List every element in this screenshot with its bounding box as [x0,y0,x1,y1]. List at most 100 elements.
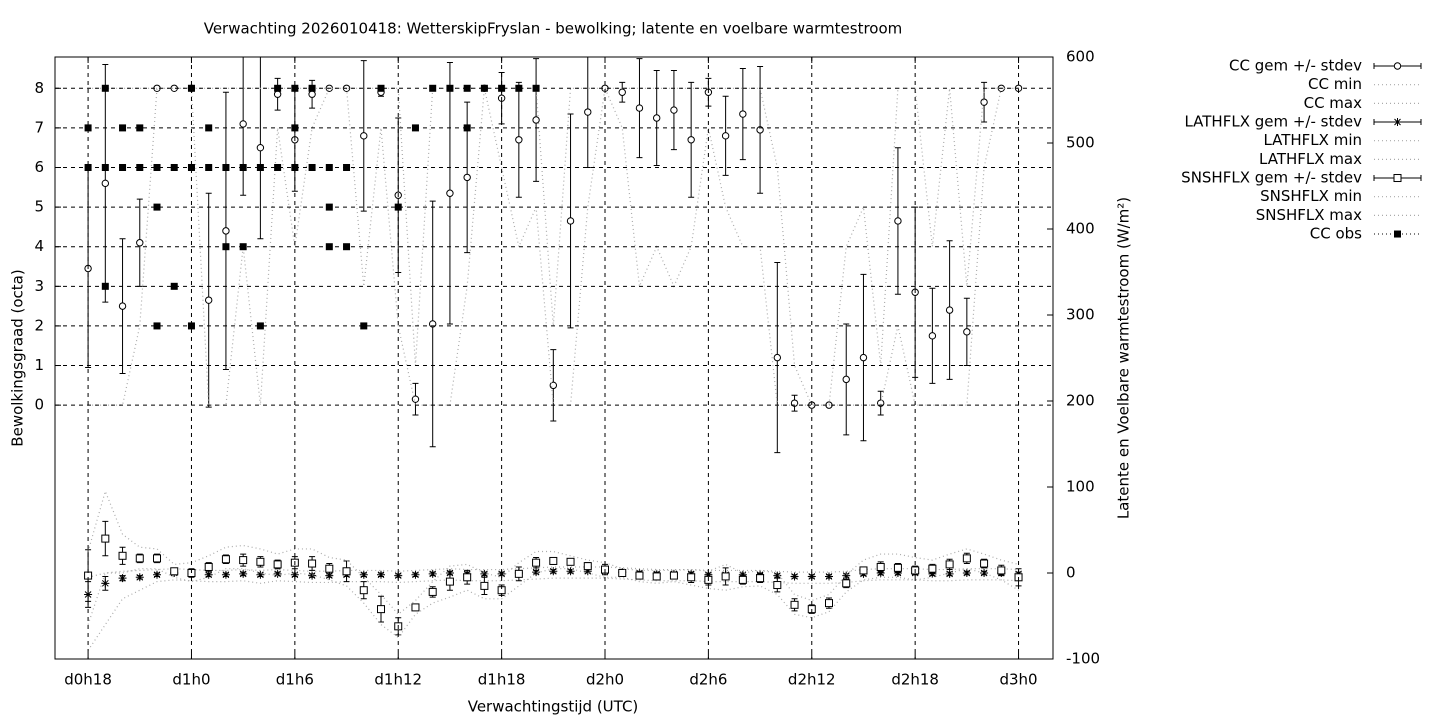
y2-tick-label: -100 [1066,650,1100,668]
chart-title: Verwachting 2026010418: WetterskipFrysla… [204,20,903,38]
marker-square [135,554,144,563]
marker-filled-square [239,163,247,171]
marker-square [997,566,1006,575]
marker-circle [721,132,730,140]
marker-filled-square [239,243,247,251]
marker-square [945,560,954,569]
marker-square [325,564,334,573]
legend-label: CC gem +/- stdev [1229,57,1362,75]
legend-marker [1393,118,1402,127]
marker-square [876,562,885,571]
marker-square [342,567,351,576]
legend-label: LATHFLX max [1259,150,1362,168]
y-tick-label: 7 [34,118,44,136]
marker-star [153,570,162,579]
marker-circle [411,395,420,403]
marker-square [549,556,558,565]
marker-star [980,569,989,577]
marker-square [480,581,489,590]
marker-square [687,573,696,582]
marker-square [273,560,282,569]
marker-square [825,599,834,608]
plot-frame [54,56,1054,660]
marker-star [825,572,834,581]
marker-star [807,572,816,581]
marker-circle [360,132,368,140]
marker-star [359,570,368,579]
marker-star [928,569,937,578]
y-tick-label: 8 [34,79,44,97]
marker-circle [239,120,247,128]
min-max-line [87,577,1019,651]
marker-star [273,569,282,578]
marker-circle [204,296,213,304]
y-axis-label: Bewolkingsgraad (octa) [9,269,27,446]
marker-square [756,574,765,583]
marker-filled-square [291,84,299,92]
marker-star [221,570,230,579]
marker-star [497,569,506,578]
marker-star [239,569,248,578]
marker-square [239,556,248,565]
x-tick-label: d1h18 [478,671,526,689]
marker-square [721,572,730,581]
marker-circle [549,381,558,390]
legend-label: SNSHFLX gem +/- stdev [1181,169,1362,187]
marker-star [773,571,782,580]
marker-star [532,568,541,577]
marker-circle [739,110,747,118]
y2-tick-label: 400 [1066,220,1095,238]
marker-circle [222,227,230,235]
x-axis-label: Verwachtingstijd (UTC) [468,698,639,716]
marker-star [566,567,575,576]
y-tick-label: 0 [34,396,44,414]
marker-square [463,573,472,582]
y-tick-label: 1 [34,356,44,374]
marker-circle [635,104,644,112]
marker-star [428,569,437,578]
marker-star [549,567,558,576]
y2-tick-label: 0 [1066,564,1076,582]
marker-circle [670,106,678,114]
marker-square [514,569,523,578]
marker-square [928,564,937,573]
marker-star [256,570,265,579]
marker-star [290,570,299,579]
legend-label: SNSHFLX max [1256,206,1362,224]
marker-filled-square [153,322,161,330]
marker-square [308,559,317,568]
marker-circle [963,328,971,336]
marker-square [359,586,368,595]
legend-label: CC obs [1310,225,1362,243]
legend-label: CC min [1308,75,1362,93]
marker-filled-square [153,163,161,171]
marker-star [790,572,799,581]
legend-label: CC max [1304,94,1363,112]
y-tick-label: 3 [34,277,44,295]
marker-square [204,562,213,571]
marker-circle [773,353,782,362]
y2-tick-label: 300 [1066,306,1095,324]
marker-circle [515,136,523,144]
marker-square [411,603,420,612]
marker-filled-square [291,163,299,171]
marker-square [445,577,454,586]
marker-circle [980,98,988,106]
marker-star [842,571,851,580]
marker-square [893,563,902,572]
marker-star [738,570,747,579]
y-tick-label: 6 [34,158,44,176]
marker-filled-square [291,124,299,132]
marker-circle [273,90,282,98]
marker-star [377,570,386,579]
marker-filled-square [170,163,178,171]
marker-square [669,571,678,580]
y2-tick-label: 600 [1066,48,1095,66]
marker-filled-square [463,84,471,92]
legend-marker [1393,174,1402,183]
marker-square [652,572,661,581]
marker-square [980,559,989,568]
marker-circle [532,116,540,124]
y-tick-label: 4 [34,237,44,255]
legend-label: LATHFLX min [1263,131,1362,149]
